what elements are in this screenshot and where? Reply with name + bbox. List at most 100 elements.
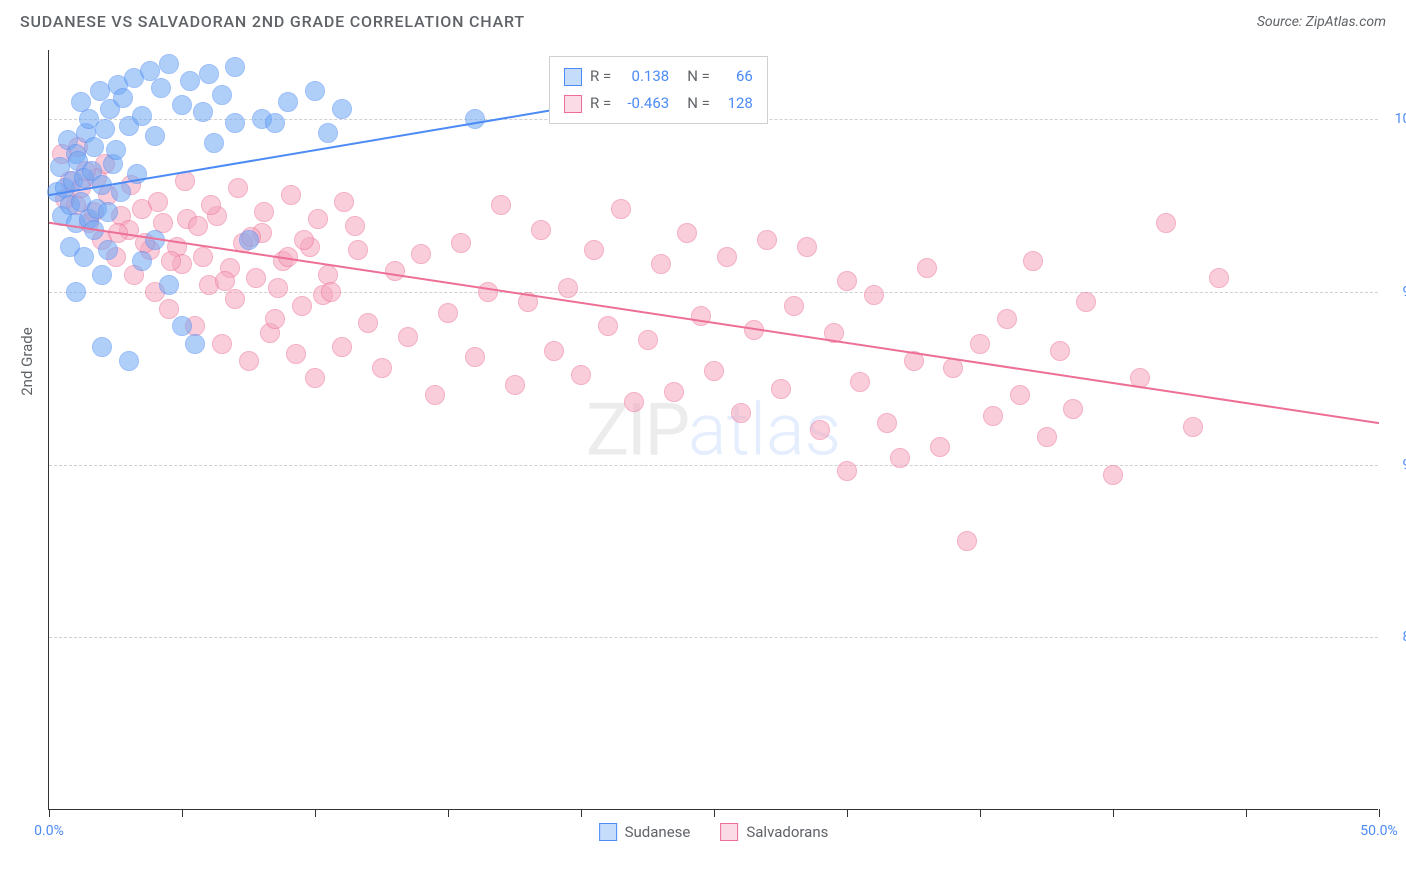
data-point (864, 285, 884, 305)
data-point (212, 85, 232, 105)
legend-series-name: Sudanese (625, 823, 691, 841)
data-point (438, 303, 458, 323)
data-point (159, 54, 179, 74)
data-point (159, 299, 179, 319)
legend-r-value: 0.138 (619, 63, 669, 90)
data-point (372, 358, 392, 378)
data-point (943, 358, 963, 378)
data-point (837, 461, 857, 481)
data-point (308, 209, 328, 229)
data-point (651, 254, 671, 274)
data-point (345, 216, 365, 236)
data-point (239, 351, 259, 371)
data-point (850, 372, 870, 392)
data-point (175, 171, 195, 191)
data-point (744, 320, 764, 340)
data-point (957, 531, 977, 551)
data-point (334, 192, 354, 212)
legend-n-value: 66 (718, 63, 753, 90)
legend-swatch (599, 823, 617, 841)
data-point (465, 347, 485, 367)
legend-r-label: R = (590, 90, 611, 117)
data-point (84, 137, 104, 157)
data-point (784, 296, 804, 316)
data-point (598, 316, 618, 336)
data-point (98, 202, 118, 222)
legend-row: R =-0.463N =128 (564, 90, 753, 117)
data-point (278, 247, 298, 267)
data-point (254, 202, 274, 222)
data-point (358, 313, 378, 333)
xtick (714, 809, 715, 817)
data-point (518, 292, 538, 312)
data-point (1076, 292, 1096, 312)
data-point (677, 223, 697, 243)
ytick-label: 85.0% (1385, 629, 1406, 645)
data-point (877, 413, 897, 433)
data-point (239, 230, 259, 250)
data-point (478, 282, 498, 302)
data-point (268, 278, 288, 298)
data-point (225, 289, 245, 309)
xtick (1113, 809, 1114, 817)
data-point (348, 240, 368, 260)
data-point (92, 337, 112, 357)
xtick-label: 0.0% (34, 823, 64, 839)
legend-r-label: R = (590, 63, 611, 90)
xtick-label: 50.0% (1360, 823, 1398, 839)
data-point (983, 406, 1003, 426)
data-point (398, 327, 418, 347)
xtick (980, 809, 981, 817)
data-point (119, 351, 139, 371)
data-point (797, 237, 817, 257)
chart-title: SUDANESE VS SALVADORAN 2ND GRADE CORRELA… (20, 12, 525, 31)
data-point (281, 185, 301, 205)
data-point (930, 437, 950, 457)
data-point (161, 251, 181, 271)
data-point (185, 334, 205, 354)
data-point (1183, 417, 1203, 437)
data-point (132, 106, 152, 126)
data-point (917, 258, 937, 278)
gridline (49, 465, 1378, 466)
data-point (145, 126, 165, 146)
data-point (1023, 251, 1043, 271)
data-point (691, 306, 711, 326)
legend-n-label: N = (687, 90, 710, 117)
data-point (145, 230, 165, 250)
data-point (318, 123, 338, 143)
data-point (1037, 427, 1057, 447)
xtick (448, 809, 449, 817)
data-point (188, 216, 208, 236)
scatter-chart: ZIPatlas 85.0%90.0%95.0%100.0%0.0%50.0%R… (48, 50, 1378, 810)
data-point (265, 309, 285, 329)
xtick (315, 809, 316, 817)
data-point (294, 230, 314, 250)
data-point (278, 92, 298, 112)
data-point (505, 375, 525, 395)
data-point (180, 71, 200, 91)
legend-row: R =0.138N =66 (564, 63, 753, 90)
data-point (132, 251, 152, 271)
legend-series-name: Salvadorans (746, 823, 828, 841)
data-point (193, 102, 213, 122)
data-point (106, 140, 126, 160)
data-point (113, 88, 133, 108)
data-point (890, 448, 910, 468)
xtick (1379, 809, 1380, 817)
xtick (49, 809, 50, 817)
legend-item: Salvadorans (720, 823, 828, 841)
data-point (111, 182, 131, 202)
data-point (172, 316, 192, 336)
data-point (321, 282, 341, 302)
trend-line (49, 50, 1379, 810)
data-point (704, 361, 724, 381)
data-point (824, 323, 844, 343)
data-point (558, 278, 578, 298)
data-point (95, 119, 115, 139)
gridline (49, 292, 1378, 293)
data-point (970, 334, 990, 354)
data-point (332, 337, 352, 357)
gridline (49, 637, 1378, 638)
xtick (182, 809, 183, 817)
